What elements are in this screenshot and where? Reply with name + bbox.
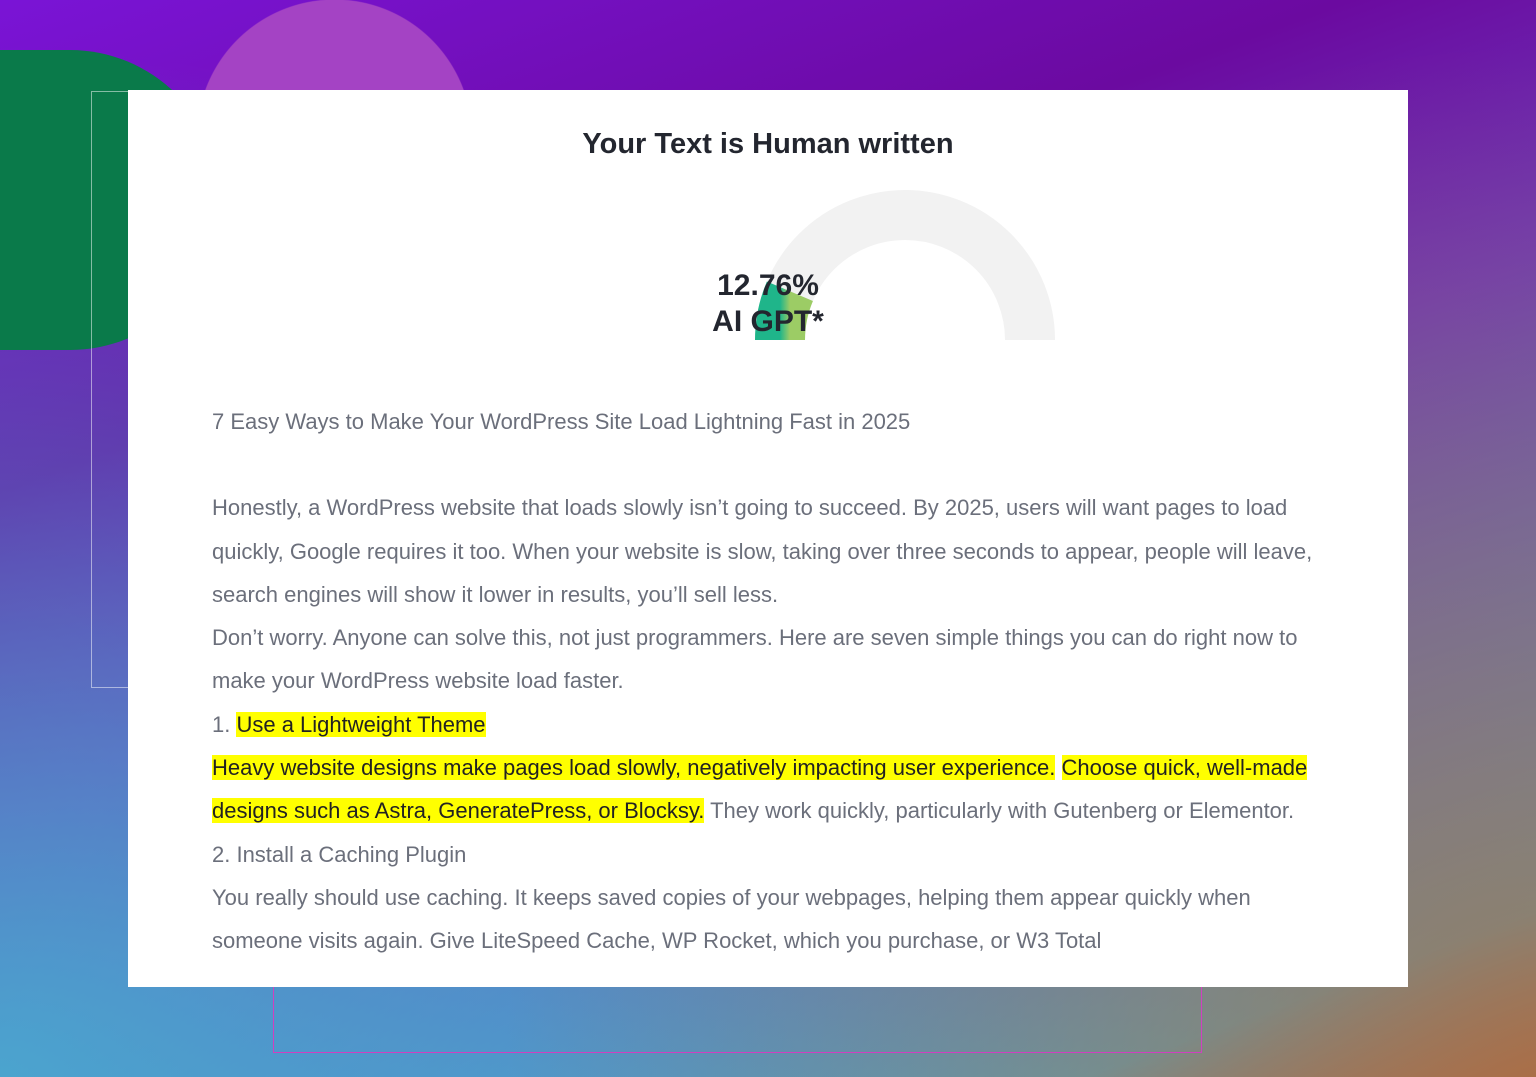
plain-text: They work quickly, particularly with Gut… (704, 798, 1295, 824)
decorative-frame (91, 91, 132, 688)
result-card: Your Text is Human written 12.76% AI GPT… (128, 90, 1408, 987)
paragraph: Don’t worry. Anyone can solve this, not … (212, 625, 1298, 694)
highlighted-text: Heavy website designs make pages load sl… (212, 755, 1056, 781)
analyzed-text: 7 Easy Ways to Make Your WordPress Site … (212, 400, 1332, 963)
ai-score-gauge (755, 190, 1055, 341)
gauge-fill (755, 281, 814, 341)
ai-percent: 12.76% (717, 269, 819, 302)
list-item-heading: 2. Install a Caching Plugin (212, 841, 467, 867)
list-item-heading: 1. Use a Lightweight Theme (212, 703, 1332, 746)
result-title: Your Text is Human written (582, 128, 954, 160)
paragraph: You really should use caching. It keeps … (212, 884, 1251, 954)
gauge-label: 12.76% AI GPT* (668, 268, 868, 340)
gauge-track (755, 190, 1055, 341)
decorative-frame (273, 985, 1202, 1053)
list-number: 1. (212, 711, 237, 737)
article-heading: 7 Easy Ways to Make Your WordPress Site … (212, 409, 911, 434)
ai-label: AI GPT* (712, 305, 824, 338)
paragraph: Heavy website designs make pages load sl… (212, 746, 1332, 833)
paragraph: Honestly, a WordPress website that loads… (212, 495, 1313, 607)
highlighted-text: Use a Lightweight Theme (236, 711, 486, 737)
